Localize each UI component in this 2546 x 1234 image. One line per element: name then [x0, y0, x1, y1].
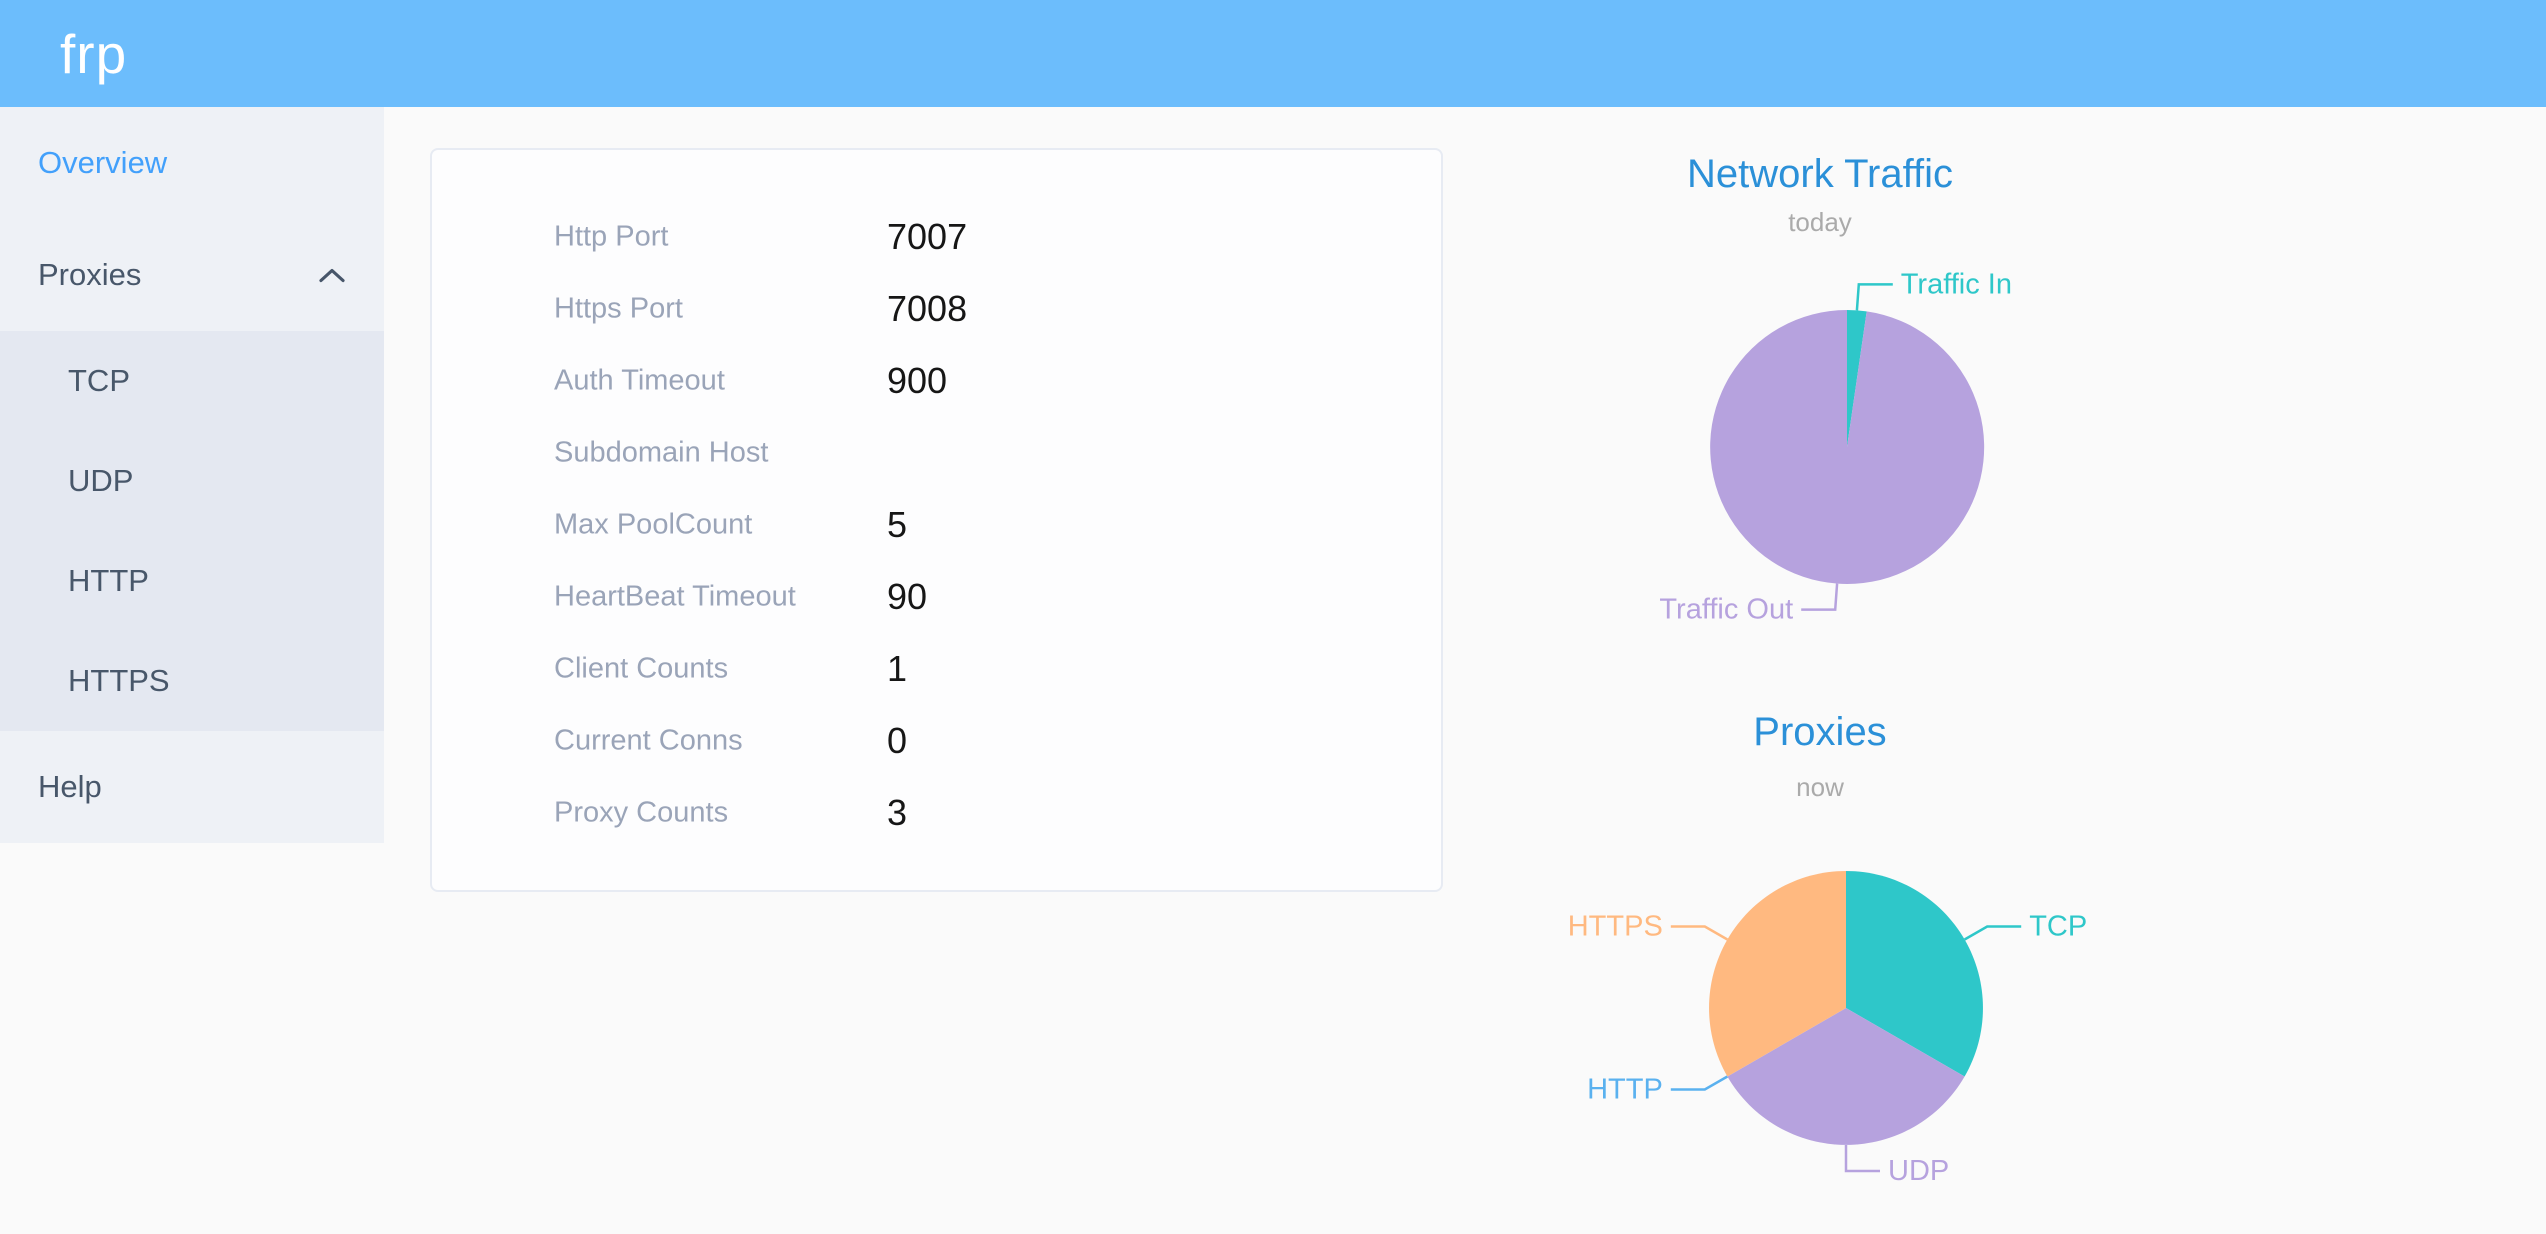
pie-label-line-traffic-out: [1801, 583, 1839, 611]
pie-label-tcp: TCP: [2029, 911, 2087, 943]
pie-label-udp: UDP: [1888, 1155, 1949, 1187]
row-label: HeartBeat Timeout: [554, 580, 796, 613]
header-bar: frp: [0, 0, 2546, 107]
pie-label-http: HTTP: [1587, 1074, 1663, 1106]
pie-slice-tcp[interactable]: [1846, 871, 1983, 1077]
row-value: 5: [887, 504, 908, 545]
row-label: Http Port: [554, 220, 669, 253]
pie-slice-udp[interactable]: [1727, 1008, 1965, 1145]
sidebar-item-udp-label: UDP: [68, 463, 134, 498]
pie-slice-https[interactable]: [1709, 871, 1846, 1077]
sidebar-item-overview[interactable]: Overview: [0, 107, 384, 219]
row-value: 7008: [887, 288, 968, 329]
row-value: 7007: [887, 216, 968, 257]
row-label: Proxy Counts: [554, 796, 729, 829]
row-value: 900: [887, 360, 948, 401]
server-info-row-subdomain-host: Subdomain Host: [432, 417, 1441, 489]
sidebar-item-tcp-label: TCP: [68, 363, 130, 398]
sidebar-item-tcp[interactable]: TCP: [0, 331, 384, 431]
row-label: Current Conns: [554, 724, 743, 757]
sidebar-item-https[interactable]: HTTPS: [0, 631, 384, 731]
app-logo: frp: [60, 22, 128, 85]
sidebar-item-help[interactable]: Help: [0, 731, 384, 843]
server-info-row-proxy-counts: Proxy Counts 3: [432, 777, 1441, 849]
sidebar-proxies-submenu: TCP UDP HTTP HTTPS: [0, 331, 384, 731]
proxies-pie-chart[interactable]: TCP UDP HTTP HTTPS: [1540, 820, 2180, 1234]
sidebar-item-proxies[interactable]: Proxies: [0, 219, 384, 331]
row-value: 3: [887, 792, 908, 833]
proxies-chart-subtitle: now: [1796, 772, 1844, 802]
pie-slice-traffic-in[interactable]: [1847, 309, 1867, 447]
sidebar-item-https-label: HTTPS: [68, 663, 170, 698]
row-label: Subdomain Host: [554, 436, 769, 469]
server-info-row-max-poolcount: Max PoolCount 5: [432, 489, 1441, 561]
chevron-up-icon: [319, 268, 345, 282]
row-label: Client Counts: [554, 652, 729, 685]
sidebar-item-proxies-label: Proxies: [38, 257, 142, 292]
sidebar: Overview Proxies TCP UDP HTTP HTTPS Help: [0, 107, 384, 843]
server-info-row-client-counts: Client Counts 1: [432, 633, 1441, 705]
network-traffic-pie-chart[interactable]: Traffic In Traffic Out: [1540, 250, 2180, 670]
server-info-row-heartbeat-timeout: HeartBeat Timeout 90: [432, 561, 1441, 633]
server-info-card: Http Port 7007 Https Port 7008 Auth Time…: [430, 148, 1443, 892]
row-value: 90: [887, 576, 928, 617]
sidebar-item-help-label: Help: [38, 769, 102, 804]
network-traffic-chart-subtitle: today: [1788, 207, 1852, 237]
network-traffic-chart-title: Network Traffic: [1687, 152, 1953, 196]
pie-label-line-traffic-in: [1855, 283, 1893, 311]
server-info-row-current-conns: Current Conns 0: [432, 705, 1441, 777]
pie-label-traffic-out: Traffic Out: [1659, 594, 1793, 626]
pie-label-line-http: [1670, 1075, 1729, 1091]
pie-label-https: HTTPS: [1568, 911, 1663, 943]
row-label: Https Port: [554, 292, 683, 325]
pie-label-line-tcp: [1963, 925, 2022, 941]
sidebar-item-udp[interactable]: UDP: [0, 431, 384, 531]
sidebar-item-http-label: HTTP: [68, 563, 149, 598]
proxies-chart-title: Proxies: [1753, 710, 1887, 754]
sidebar-item-overview-label: Overview: [38, 145, 168, 180]
pie-label-line-https: [1670, 925, 1729, 941]
pie-label-line-udp: [1844, 1145, 1880, 1173]
row-value: 0: [887, 720, 908, 761]
server-info-row-https-port: Https Port 7008: [432, 273, 1441, 345]
pie-slice-traffic-out[interactable]: [1710, 310, 1985, 584]
row-value: 1: [887, 648, 908, 689]
server-info-row-http-port: Http Port 7007: [432, 201, 1441, 273]
row-label: Auth Timeout: [554, 364, 725, 397]
sidebar-item-http[interactable]: HTTP: [0, 531, 384, 631]
server-info-row-auth-timeout: Auth Timeout 900: [432, 345, 1441, 417]
row-label: Max PoolCount: [554, 508, 753, 541]
pie-label-traffic-in: Traffic In: [1901, 268, 2012, 300]
